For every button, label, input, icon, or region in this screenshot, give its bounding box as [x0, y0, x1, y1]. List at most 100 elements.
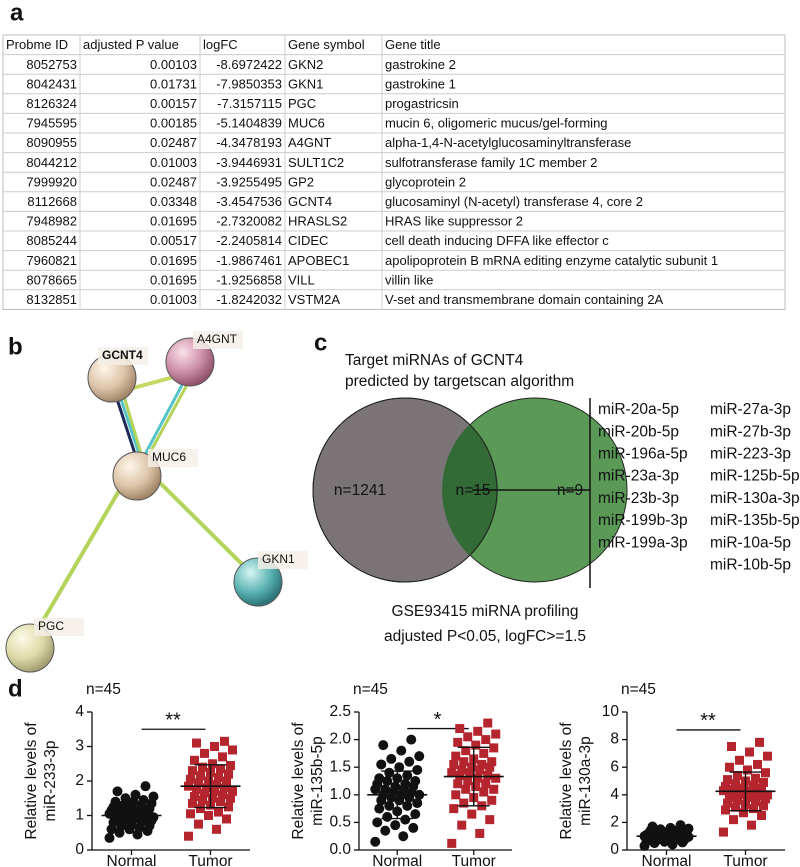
data-point	[402, 800, 413, 811]
table-cell: -3.9446931	[216, 155, 282, 170]
header-cell: Gene symbol	[288, 37, 365, 52]
mirna: miR-196a-5p	[598, 445, 688, 462]
data-point	[455, 724, 465, 734]
data-point	[719, 827, 728, 837]
node-label: MUC6	[152, 450, 186, 464]
y-tick-label: 0	[610, 841, 619, 858]
table-cell: 7960821	[26, 253, 77, 268]
node-label-bg	[34, 618, 84, 636]
data-point	[226, 793, 235, 803]
panel-label: d	[8, 675, 23, 702]
venn-count: n=1241	[334, 482, 386, 499]
data-point	[731, 802, 740, 812]
data-point	[451, 751, 461, 761]
data-point	[384, 800, 395, 811]
data-point	[384, 767, 395, 778]
data-point	[200, 748, 209, 758]
edge	[121, 391, 145, 462]
edge	[113, 391, 139, 462]
data-point	[483, 718, 493, 728]
header-cell: logFC	[203, 37, 238, 52]
data-point	[761, 768, 770, 778]
data-point	[479, 787, 489, 797]
table-cell: HRAS like suppressor 2	[385, 214, 523, 229]
table-cell: GKN2	[288, 57, 323, 72]
table-cell: -3.9255495	[216, 174, 282, 189]
mirna: miR-10b-5p	[710, 556, 791, 573]
data-point	[457, 820, 467, 830]
data-point	[451, 790, 461, 800]
data-point	[218, 790, 227, 800]
table-cell: 8042431	[26, 76, 77, 91]
table-cell: 0.02487	[150, 174, 197, 189]
data-point	[459, 798, 469, 808]
y-tick-label: 0.5	[329, 813, 351, 830]
table-cell: progastricsin	[385, 96, 459, 111]
table-cell: -7.9850353	[216, 76, 282, 91]
significance-label: *	[434, 709, 442, 731]
data-point	[755, 737, 764, 747]
table-cell: HRASLS2	[288, 214, 347, 229]
table-cell: 0.01695	[150, 272, 197, 287]
data-point	[473, 726, 483, 736]
mirna: miR-10a-5p	[710, 534, 791, 551]
data-point	[396, 745, 407, 756]
y-tick-label: 2	[75, 772, 84, 789]
mirna: miR-27a-3p	[710, 401, 791, 418]
table-cell: 0.00185	[150, 116, 197, 131]
y-axis-label: miR-135b-5p	[309, 736, 326, 826]
table-cell: CIDEC	[288, 233, 328, 248]
venn-title: Target miRNAs of GCNT4	[345, 352, 524, 369]
mirna: miR-223-3p	[710, 445, 791, 462]
table-cell: 0.01695	[150, 214, 197, 229]
table-cell: -2.7320082	[216, 214, 282, 229]
data-point	[491, 729, 501, 739]
table-cell: 0.00103	[150, 57, 197, 72]
data-point	[200, 788, 209, 798]
table-cell: VSTM2A	[288, 292, 340, 307]
table-cell: 0.00157	[150, 96, 197, 111]
data-point	[104, 832, 115, 843]
data-point	[382, 776, 393, 786]
data-point	[449, 804, 459, 814]
data-point	[400, 778, 411, 789]
node-label-bg	[193, 331, 243, 349]
data-point	[489, 743, 499, 753]
table-cell: mucin 6, oligomeric mucus/gel-forming	[385, 116, 608, 131]
n-label: n=45	[621, 681, 656, 698]
data-point	[465, 768, 475, 778]
table-cell: APOBEC1	[288, 253, 349, 268]
data-point	[723, 798, 732, 808]
data-point	[410, 776, 421, 786]
data-point	[398, 831, 409, 842]
data-point	[739, 783, 748, 793]
mirna: miR-125b-5p	[710, 468, 800, 485]
data-point	[208, 759, 217, 769]
data-point	[675, 820, 686, 831]
data-point	[380, 825, 391, 836]
data-point	[212, 824, 221, 834]
y-tick-label: 2	[610, 813, 619, 830]
data-point	[204, 811, 213, 820]
panel-label: c	[314, 329, 327, 356]
table-cell: 8112668	[27, 194, 77, 209]
data-point	[749, 780, 758, 790]
data-point	[130, 789, 141, 800]
table-cell: 8090955	[26, 135, 77, 150]
data-point	[481, 735, 491, 745]
data-point	[453, 737, 463, 747]
data-point	[749, 804, 758, 814]
x-tick-label: Normal	[642, 853, 692, 867]
x-tick-label: Tumor	[188, 853, 232, 867]
data-point	[745, 747, 754, 757]
data-point	[380, 784, 391, 795]
network-edges	[28, 368, 260, 645]
data-point	[467, 809, 477, 819]
node-label: GKN1	[262, 552, 295, 566]
data-point	[140, 781, 151, 792]
data-point	[447, 838, 457, 848]
data-point	[202, 783, 211, 793]
data-point	[404, 756, 415, 767]
data-point	[727, 742, 736, 751]
